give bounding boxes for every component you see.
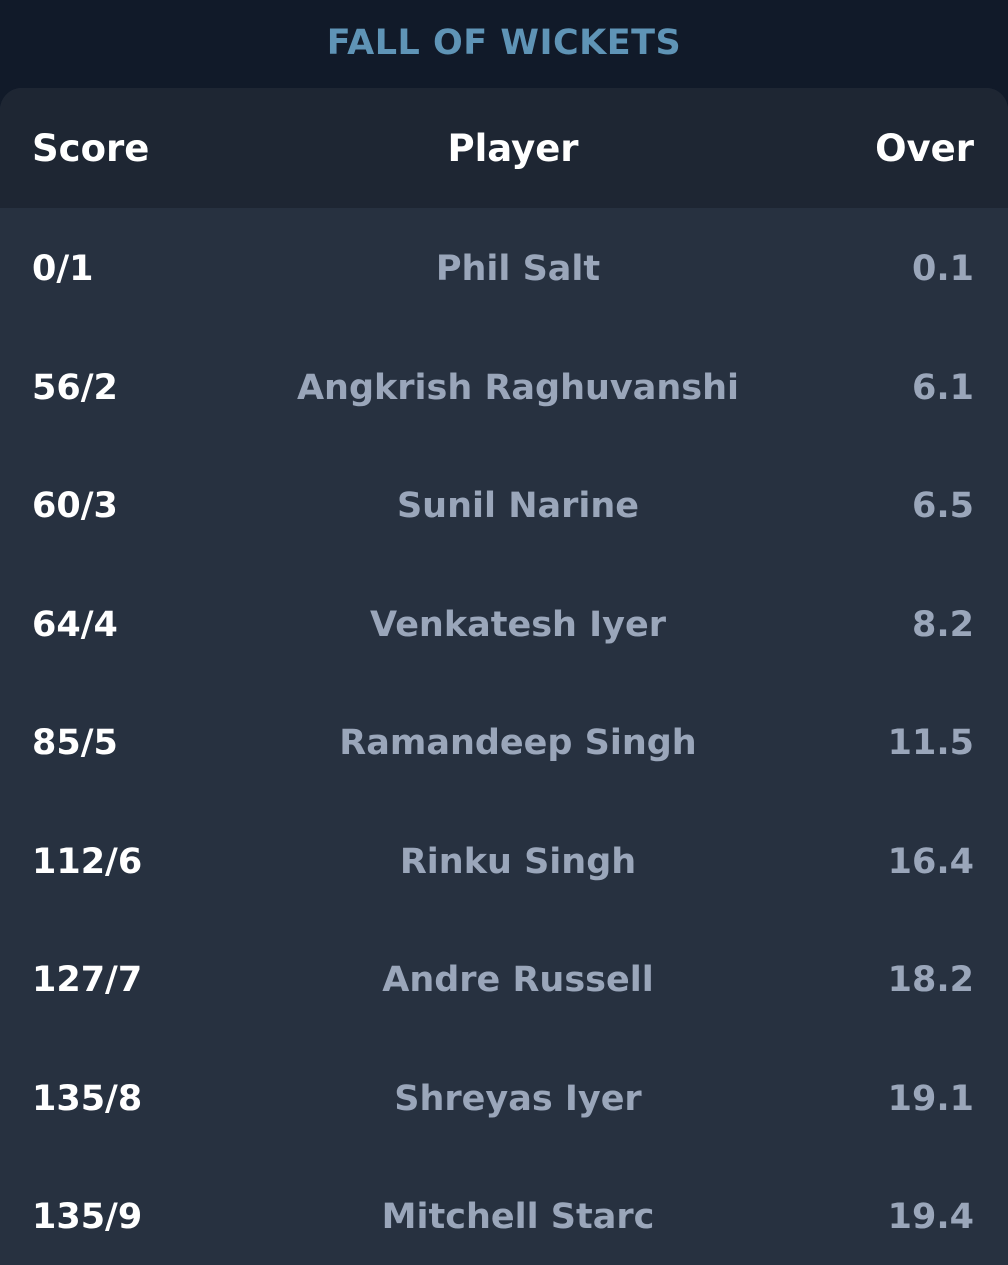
table-row: 64/4 Venkatesh Iyer 8.2 bbox=[0, 564, 1008, 683]
over-cell: 11.5 bbox=[887, 723, 974, 763]
score-cell: 0/1 bbox=[32, 249, 94, 289]
player-cell: Angkrish Raghuvanshi bbox=[296, 367, 740, 408]
over-cell: 6.5 bbox=[911, 486, 974, 526]
over-cell: 6.1 bbox=[911, 367, 974, 408]
player-cell: Phil Salt bbox=[435, 249, 601, 289]
table-row: 127/7 Andre Russell 18.2 bbox=[0, 919, 1008, 1038]
score-cell: 60/3 bbox=[32, 486, 118, 526]
player-cell: Andre Russell bbox=[382, 960, 654, 1000]
player-cell: Rinku Singh bbox=[399, 841, 637, 882]
over-cell: 16.4 bbox=[887, 841, 974, 882]
table-row: 135/9 Mitchell Starc 19.4 bbox=[0, 1156, 1008, 1265]
table-row: 135/8 Shreyas Iyer 19.1 bbox=[0, 1038, 1008, 1157]
player-cell: Venkatesh Iyer bbox=[370, 604, 666, 645]
score-cell: 135/8 bbox=[32, 1078, 143, 1119]
table-row: 85/5 Ramandeep Singh 11.5 bbox=[0, 682, 1008, 801]
over-cell: 19.1 bbox=[887, 1078, 974, 1119]
player-cell: Mitchell Starc bbox=[381, 1197, 655, 1237]
over-cell: 19.4 bbox=[887, 1197, 974, 1237]
score-cell: 56/2 bbox=[32, 367, 118, 408]
section-title: FALL OF WICKETS bbox=[326, 23, 682, 63]
over-cell: 18.2 bbox=[887, 960, 974, 1000]
table-row: 112/6 Rinku Singh 16.4 bbox=[0, 801, 1008, 920]
score-cell: 135/9 bbox=[32, 1197, 143, 1237]
score-cell: 112/6 bbox=[32, 841, 143, 882]
column-header-player: Player bbox=[447, 127, 579, 170]
column-header-score: Score bbox=[32, 127, 150, 170]
wickets-list: 0/1 Phil Salt 0.1 56/2 Angkrish Raghuvan… bbox=[0, 208, 1008, 1265]
table-row: 56/2 Angkrish Raghuvanshi 6.1 bbox=[0, 327, 1008, 446]
score-cell: 64/4 bbox=[32, 604, 118, 645]
table-row: 0/1 Phil Salt 0.1 bbox=[0, 208, 1008, 327]
score-cell: 85/5 bbox=[32, 723, 118, 763]
table-header: Score Player Over bbox=[0, 88, 1008, 208]
over-cell: 0.1 bbox=[911, 249, 974, 289]
column-header-over: Over bbox=[875, 127, 974, 170]
fall-of-wickets-card: Score Player Over 0/1 Phil Salt 0.1 56/2… bbox=[0, 88, 1008, 1265]
over-cell: 8.2 bbox=[911, 604, 974, 645]
player-cell: Sunil Narine bbox=[396, 486, 640, 526]
player-cell: Ramandeep Singh bbox=[339, 723, 697, 763]
player-cell: Shreyas Iyer bbox=[394, 1078, 642, 1119]
table-row: 60/3 Sunil Narine 6.5 bbox=[0, 445, 1008, 564]
score-cell: 127/7 bbox=[32, 960, 143, 1000]
